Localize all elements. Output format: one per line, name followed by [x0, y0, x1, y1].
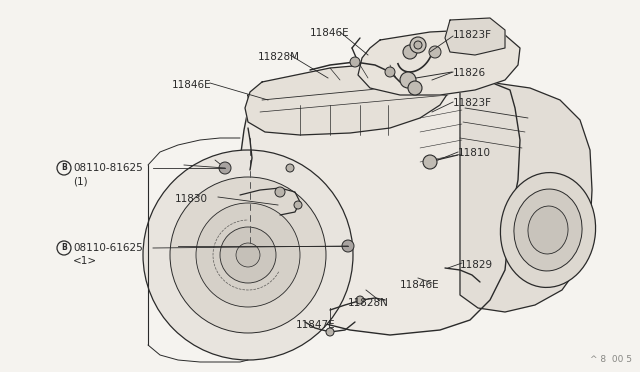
Text: 11826: 11826 — [453, 68, 486, 78]
Circle shape — [286, 164, 294, 172]
Text: <1>: <1> — [73, 256, 97, 266]
Polygon shape — [358, 30, 520, 95]
Circle shape — [403, 45, 417, 59]
Text: 11828M: 11828M — [258, 52, 300, 62]
Ellipse shape — [528, 206, 568, 254]
Text: 11846E: 11846E — [400, 280, 440, 290]
Circle shape — [408, 81, 422, 95]
Text: 11847E: 11847E — [296, 320, 335, 330]
Text: ^ 8  00 5: ^ 8 00 5 — [590, 355, 632, 364]
Text: (1): (1) — [73, 176, 88, 186]
Text: 11823F: 11823F — [453, 98, 492, 108]
Text: 11830: 11830 — [175, 194, 208, 204]
Text: 11846E: 11846E — [310, 28, 349, 38]
Circle shape — [385, 67, 395, 77]
Text: 11823F: 11823F — [453, 30, 492, 40]
Polygon shape — [445, 18, 505, 55]
Circle shape — [220, 227, 276, 283]
Circle shape — [423, 155, 437, 169]
Circle shape — [236, 243, 260, 267]
Ellipse shape — [514, 189, 582, 271]
Circle shape — [429, 46, 441, 58]
Text: 11828N: 11828N — [348, 298, 389, 308]
Text: 11829: 11829 — [460, 260, 493, 270]
Circle shape — [294, 201, 302, 209]
Circle shape — [410, 37, 426, 53]
Circle shape — [356, 296, 364, 304]
Circle shape — [275, 187, 285, 197]
Polygon shape — [460, 78, 592, 312]
Text: B: B — [61, 244, 67, 253]
Circle shape — [196, 203, 300, 307]
Circle shape — [414, 41, 422, 49]
Circle shape — [143, 150, 353, 360]
Circle shape — [400, 72, 416, 88]
Circle shape — [326, 328, 334, 336]
Text: 08110-61625: 08110-61625 — [73, 243, 143, 253]
Circle shape — [350, 57, 360, 67]
Text: 11846E: 11846E — [172, 80, 212, 90]
Text: 08110-81625: 08110-81625 — [73, 163, 143, 173]
Circle shape — [219, 162, 231, 174]
Ellipse shape — [500, 173, 596, 288]
Circle shape — [342, 240, 354, 252]
Polygon shape — [245, 62, 455, 135]
Polygon shape — [238, 72, 520, 335]
Text: 11810: 11810 — [458, 148, 491, 158]
Text: B: B — [61, 164, 67, 173]
Circle shape — [170, 177, 326, 333]
